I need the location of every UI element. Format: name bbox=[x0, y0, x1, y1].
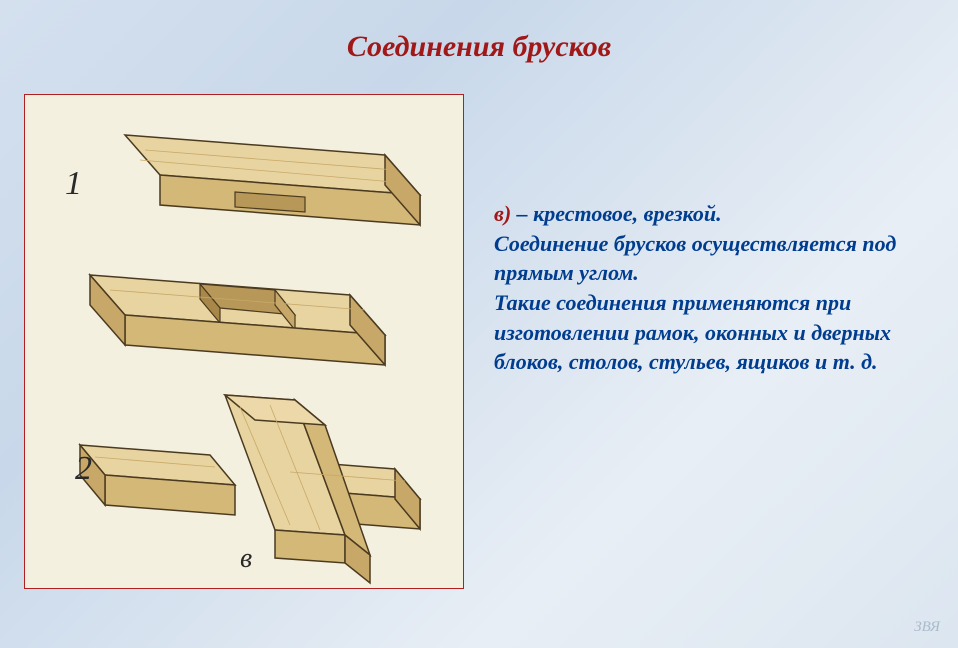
figure-label-1: 1 bbox=[65, 165, 82, 203]
page-title: Соединения брусков bbox=[0, 0, 958, 64]
desc-line-1: – крестовое, врезкой. bbox=[511, 201, 721, 226]
watermark: ЗВЯ bbox=[914, 619, 940, 636]
figure-label-2: 2 bbox=[75, 450, 92, 488]
figure-box: 1 2 в bbox=[24, 94, 464, 589]
figure-label-letter: в bbox=[240, 543, 252, 575]
desc-line-3: Такие соединения применяются при изготов… bbox=[494, 288, 918, 377]
description-text: в) – крестовое, врезкой. Соединение брус… bbox=[494, 94, 918, 589]
joint-diagram bbox=[25, 95, 465, 590]
content-row: 1 2 в в) – крестовое, врезкой. Соединени… bbox=[0, 64, 958, 589]
upper-bar-top bbox=[125, 135, 420, 225]
upper-bar-bottom bbox=[90, 275, 385, 365]
desc-line-2: Соединение брусков осуществляется под пр… bbox=[494, 229, 918, 288]
item-letter: в) bbox=[494, 201, 511, 226]
